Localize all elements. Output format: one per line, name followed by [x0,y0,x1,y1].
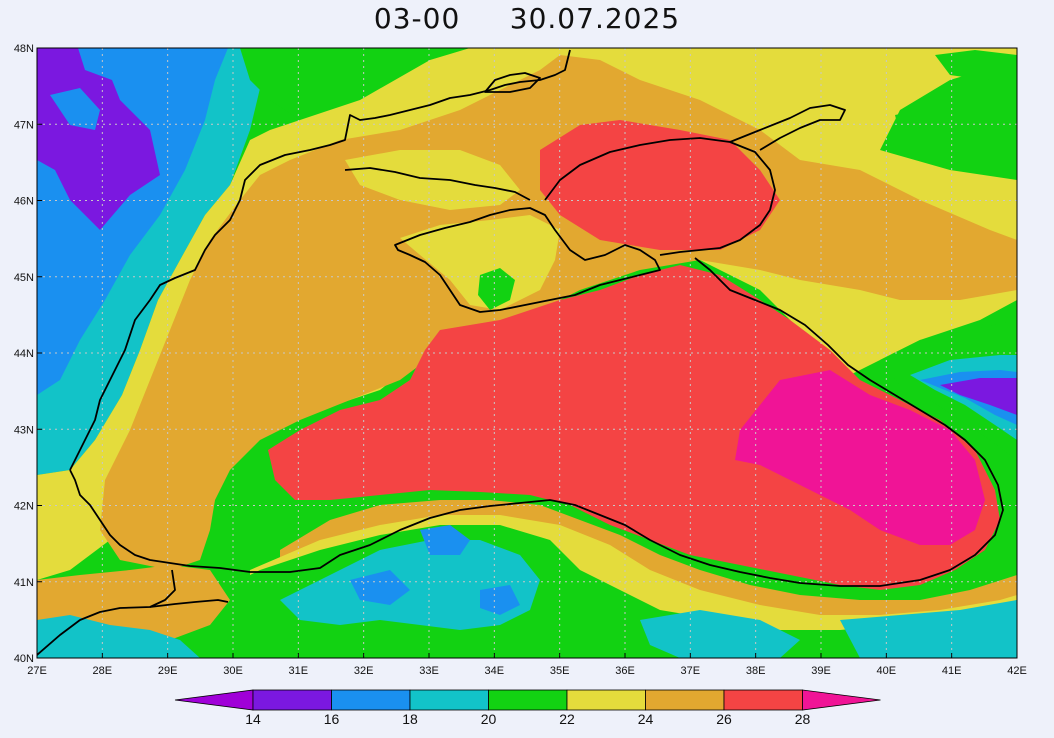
title-date: 30.07.2025 [509,2,681,35]
colorbar-label: 24 [638,711,654,727]
colorbar-segment [723,689,803,711]
lon-tick-label: 29E [158,665,178,677]
lon-tick-label: 30E [223,665,243,677]
field-18-20-south-3 [840,600,1017,658]
colorbar-label: 26 [716,711,732,727]
lon-tick-label: 33E [419,665,439,677]
lat-tick-label: 46N [14,196,34,208]
longitude-ticks: 27E 28E 29E 30E 31E 32E 33E 34E 35E 36E 37E 38E 39E 4… [27,653,1027,677]
colorbar-segment [409,689,489,711]
lon-tick-label: 38E [746,665,766,677]
lon-tick-label: 31E [289,665,309,677]
field-20-22-ne [895,108,975,155]
field-16-18-south-1 [420,525,470,555]
lat-tick-label: 43N [14,424,34,436]
lon-tick-label: 32E [354,665,374,677]
field-22-24-karkinit [345,150,520,210]
colorbar-label: 18 [402,711,418,727]
lat-tick-label: 48N [14,43,34,55]
field-14-16-east [940,378,1017,415]
colorbar-segment [645,689,725,711]
colorbar-segment [488,689,568,711]
lat-tick-label: 47N [14,119,34,131]
field-18-20-south-1 [280,540,540,630]
lon-tick-label: 37E [681,665,701,677]
colorbar-label: 28 [795,711,811,727]
field-16-18-south-3 [480,585,520,615]
field-gt28-east [735,370,985,545]
colorbar-label: 16 [324,711,340,727]
field-26-28-main [268,265,1000,590]
field-16-18-south-2 [350,570,410,605]
map-title: 03-00 30.07.2025 [0,2,1054,42]
field-16-18-west-spot [50,88,100,130]
colorbar-segment [566,689,646,711]
colorbar-segment [252,689,332,711]
lon-tick-label: 36E [615,665,635,677]
lat-tick-label: 45N [14,272,34,284]
lon-tick-label: 27E [27,665,47,677]
lon-tick-label: 41E [942,665,962,677]
temperature-field [37,48,1017,658]
lon-tick-label: 40E [877,665,897,677]
colorbar-label: 20 [481,711,497,727]
field-22-24-crimea [400,215,560,310]
colorbar-arrow-high [802,689,881,711]
lat-tick-label: 42N [14,501,34,513]
lon-tick-label: 42E [1007,665,1027,677]
field-20-22-ne-2 [935,50,1017,80]
field-24-26-central [100,55,1017,570]
title-time: 03-00 [373,2,461,35]
field-26-28-azov [540,120,780,250]
field-20-22-crimea-spot [478,268,515,310]
colorbar-segment [331,689,411,711]
lon-tick-label: 39E [811,665,831,677]
latitude-ticks: 48N 47N 46N 45N 44N 43N 42N 41N 40N [14,43,42,665]
lat-tick-label: 44N [14,348,34,360]
lon-tick-label: 35E [550,665,570,677]
lat-tick-label: 40N [14,653,34,665]
grid-lines [37,48,1017,658]
field-20-22-north [240,48,440,140]
coastline [37,49,1004,656]
colorbar: 14 16 18 20 22 24 26 28 [174,689,881,727]
colorbar-label: 22 [559,711,575,727]
colorbar-label: 14 [245,711,261,727]
colorbar-arrow-low [174,689,254,711]
field-18-20-marmara [37,615,200,658]
lon-tick-label: 34E [485,665,505,677]
lat-tick-label: 41N [14,577,34,589]
lon-tick-label: 28E [93,665,113,677]
field-18-20-south-2 [640,610,800,658]
